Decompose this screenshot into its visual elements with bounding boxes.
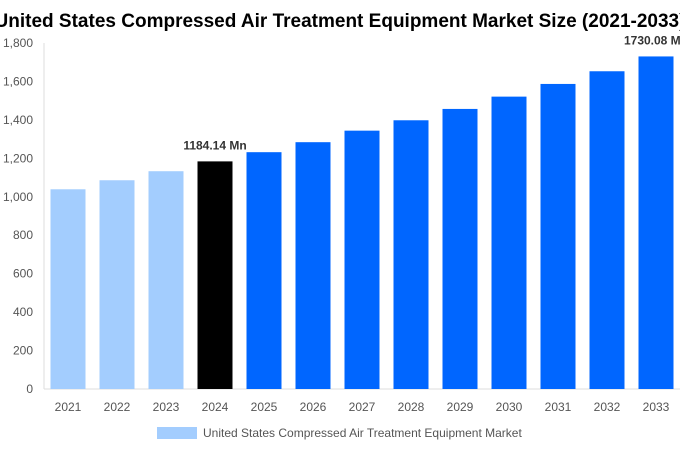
bar-2027 <box>344 130 380 390</box>
x-tick-label: 2031 <box>545 400 572 414</box>
y-tick-label: 800 <box>13 228 33 242</box>
bar-2033 <box>638 56 674 389</box>
y-tick-label: 1,200 <box>3 151 33 165</box>
bar-2030 <box>491 96 527 389</box>
bar-2021 <box>50 189 86 389</box>
y-tick-label: 1,600 <box>3 74 33 88</box>
bar-2029 <box>442 108 478 389</box>
bar-2032 <box>589 71 625 390</box>
bar-2026 <box>295 142 331 389</box>
y-tick-label: 600 <box>13 267 33 281</box>
x-tick-label: 2027 <box>349 400 376 414</box>
legend-swatch <box>157 427 197 439</box>
x-tick-label: 2024 <box>202 400 229 414</box>
x-tick-label: 2029 <box>447 400 474 414</box>
x-tick-label: 2026 <box>300 400 327 414</box>
y-tick-label: 200 <box>13 344 33 358</box>
bar-2031 <box>540 83 576 390</box>
y-tick-label: 1,000 <box>3 190 33 204</box>
x-tick-label: 2033 <box>643 400 670 414</box>
bar-2024 <box>197 161 233 389</box>
bar-2022 <box>99 180 135 389</box>
x-tick-label: 2022 <box>104 400 131 414</box>
bar-2025 <box>246 152 282 389</box>
x-tick-label: 2028 <box>398 400 425 414</box>
y-tick-label: 1,400 <box>3 113 33 127</box>
x-tick-label: 2025 <box>251 400 278 414</box>
bar-2023 <box>148 171 184 389</box>
y-tick-label: 1,800 <box>3 36 33 50</box>
legend: United States Compressed Air Treatment E… <box>157 426 522 440</box>
x-tick-label: 2021 <box>55 400 82 414</box>
x-tick-label: 2030 <box>496 400 523 414</box>
y-tick-label: 0 <box>26 382 33 396</box>
x-tick-label: 2023 <box>153 400 180 414</box>
data-label-2024: 1184.14 Mn <box>183 138 246 152</box>
legend-label: United States Compressed Air Treatment E… <box>203 426 522 440</box>
data-label-2033: 1730.08 Mn <box>624 33 680 47</box>
y-tick-label: 400 <box>13 305 33 319</box>
bar-2028 <box>393 120 429 390</box>
chart-title: United States Compressed Air Treatment E… <box>0 11 680 32</box>
x-tick-label: 2032 <box>594 400 621 414</box>
